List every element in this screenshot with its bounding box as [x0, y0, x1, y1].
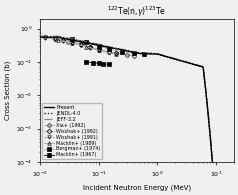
JENDL-4.0: [39, 35, 41, 38]
JENDL-4.0: [232, 180, 235, 183]
JENDL-4.0: [156, 53, 159, 56]
JENDL-4.0: [186, 62, 188, 64]
Present: [39, 36, 41, 38]
Line: JENDL-4.0: JENDL-4.0: [40, 36, 234, 181]
JENDL-4.0: [162, 55, 165, 57]
JEFF-3.2: [186, 61, 188, 63]
JEFF-3.2: [151, 52, 154, 54]
JEFF-3.2: [50, 35, 53, 37]
JENDL-4.0: [151, 52, 154, 55]
Y-axis label: Cross Section (b): Cross Section (b): [4, 60, 11, 120]
Present: [205, 100, 208, 103]
Present: [156, 53, 159, 55]
Present: [151, 53, 154, 55]
Line: JEFF-3.2: JEFF-3.2: [40, 36, 234, 179]
Line: Present: Present: [40, 37, 234, 181]
JENDL-4.0: [205, 101, 208, 103]
Present: [232, 180, 235, 183]
JEFF-3.2: [156, 52, 159, 55]
Legend: Present, JENDL-4.0, JEFF-3.2, Xia+ (1992), Wisshak+ (1992), Wisshak+ (1991), Mac: Present, JENDL-4.0, JEFF-3.2, Xia+ (1992…: [42, 103, 102, 159]
JEFF-3.2: [232, 178, 235, 180]
Present: [50, 36, 53, 38]
JEFF-3.2: [39, 35, 41, 37]
JENDL-4.0: [50, 35, 53, 38]
JEFF-3.2: [162, 54, 165, 57]
Present: [162, 55, 165, 57]
Present: [186, 61, 188, 64]
Title: $^{122}$Te(n,$\gamma$)$^{123}$Te: $^{122}$Te(n,$\gamma$)$^{123}$Te: [107, 4, 166, 19]
JEFF-3.2: [205, 100, 208, 102]
X-axis label: Incident Neutron Energy (MeV): Incident Neutron Energy (MeV): [83, 184, 191, 191]
